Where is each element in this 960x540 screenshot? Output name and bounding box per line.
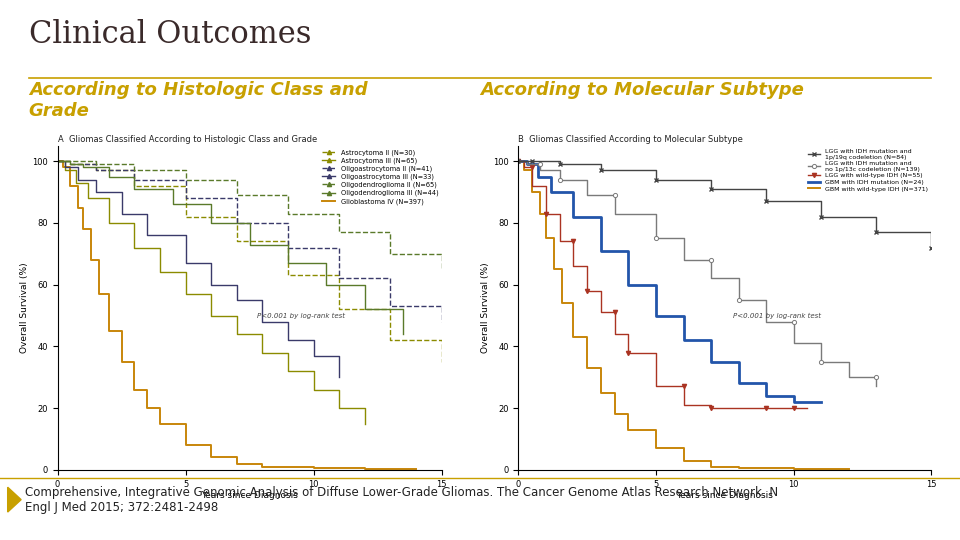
X-axis label: Years since Diagnosis: Years since Diagnosis	[677, 491, 773, 500]
Y-axis label: Overall Survival (%): Overall Survival (%)	[481, 262, 491, 353]
Polygon shape	[8, 487, 21, 512]
Legend: Astrocytoma II (N=30), Astrocytoma III (N=65), Oligoastrocytoma II (N=41), Oligo: Astrocytoma II (N=30), Astrocytoma III (…	[322, 149, 439, 205]
Text: B  Gliomas Classified According to Molecular Subtype: B Gliomas Classified According to Molecu…	[518, 134, 743, 144]
Y-axis label: Overall Survival (%): Overall Survival (%)	[20, 262, 30, 353]
Text: Clinical Outcomes: Clinical Outcomes	[29, 19, 311, 50]
Text: P<0.001 by log-rank test: P<0.001 by log-rank test	[733, 313, 821, 319]
Text: According to Molecular Subtype: According to Molecular Subtype	[480, 81, 804, 99]
Text: According to Histologic Class and
Grade: According to Histologic Class and Grade	[29, 81, 368, 120]
Text: A  Gliomas Classified According to Histologic Class and Grade: A Gliomas Classified According to Histol…	[58, 134, 317, 144]
Legend: LGG with IDH mutation and
1p/19q codeletion (N=84), LGG with IDH mutation and
no: LGG with IDH mutation and 1p/19q codelet…	[807, 149, 928, 192]
Text: Comprehensive, Integrative Genomic Analysis of Diffuse Lower-Grade Gliomas. The : Comprehensive, Integrative Genomic Analy…	[25, 485, 779, 514]
Text: P<0.001 by log-rank test: P<0.001 by log-rank test	[257, 313, 346, 319]
X-axis label: Years since Diagnosis: Years since Diagnosis	[202, 491, 298, 500]
